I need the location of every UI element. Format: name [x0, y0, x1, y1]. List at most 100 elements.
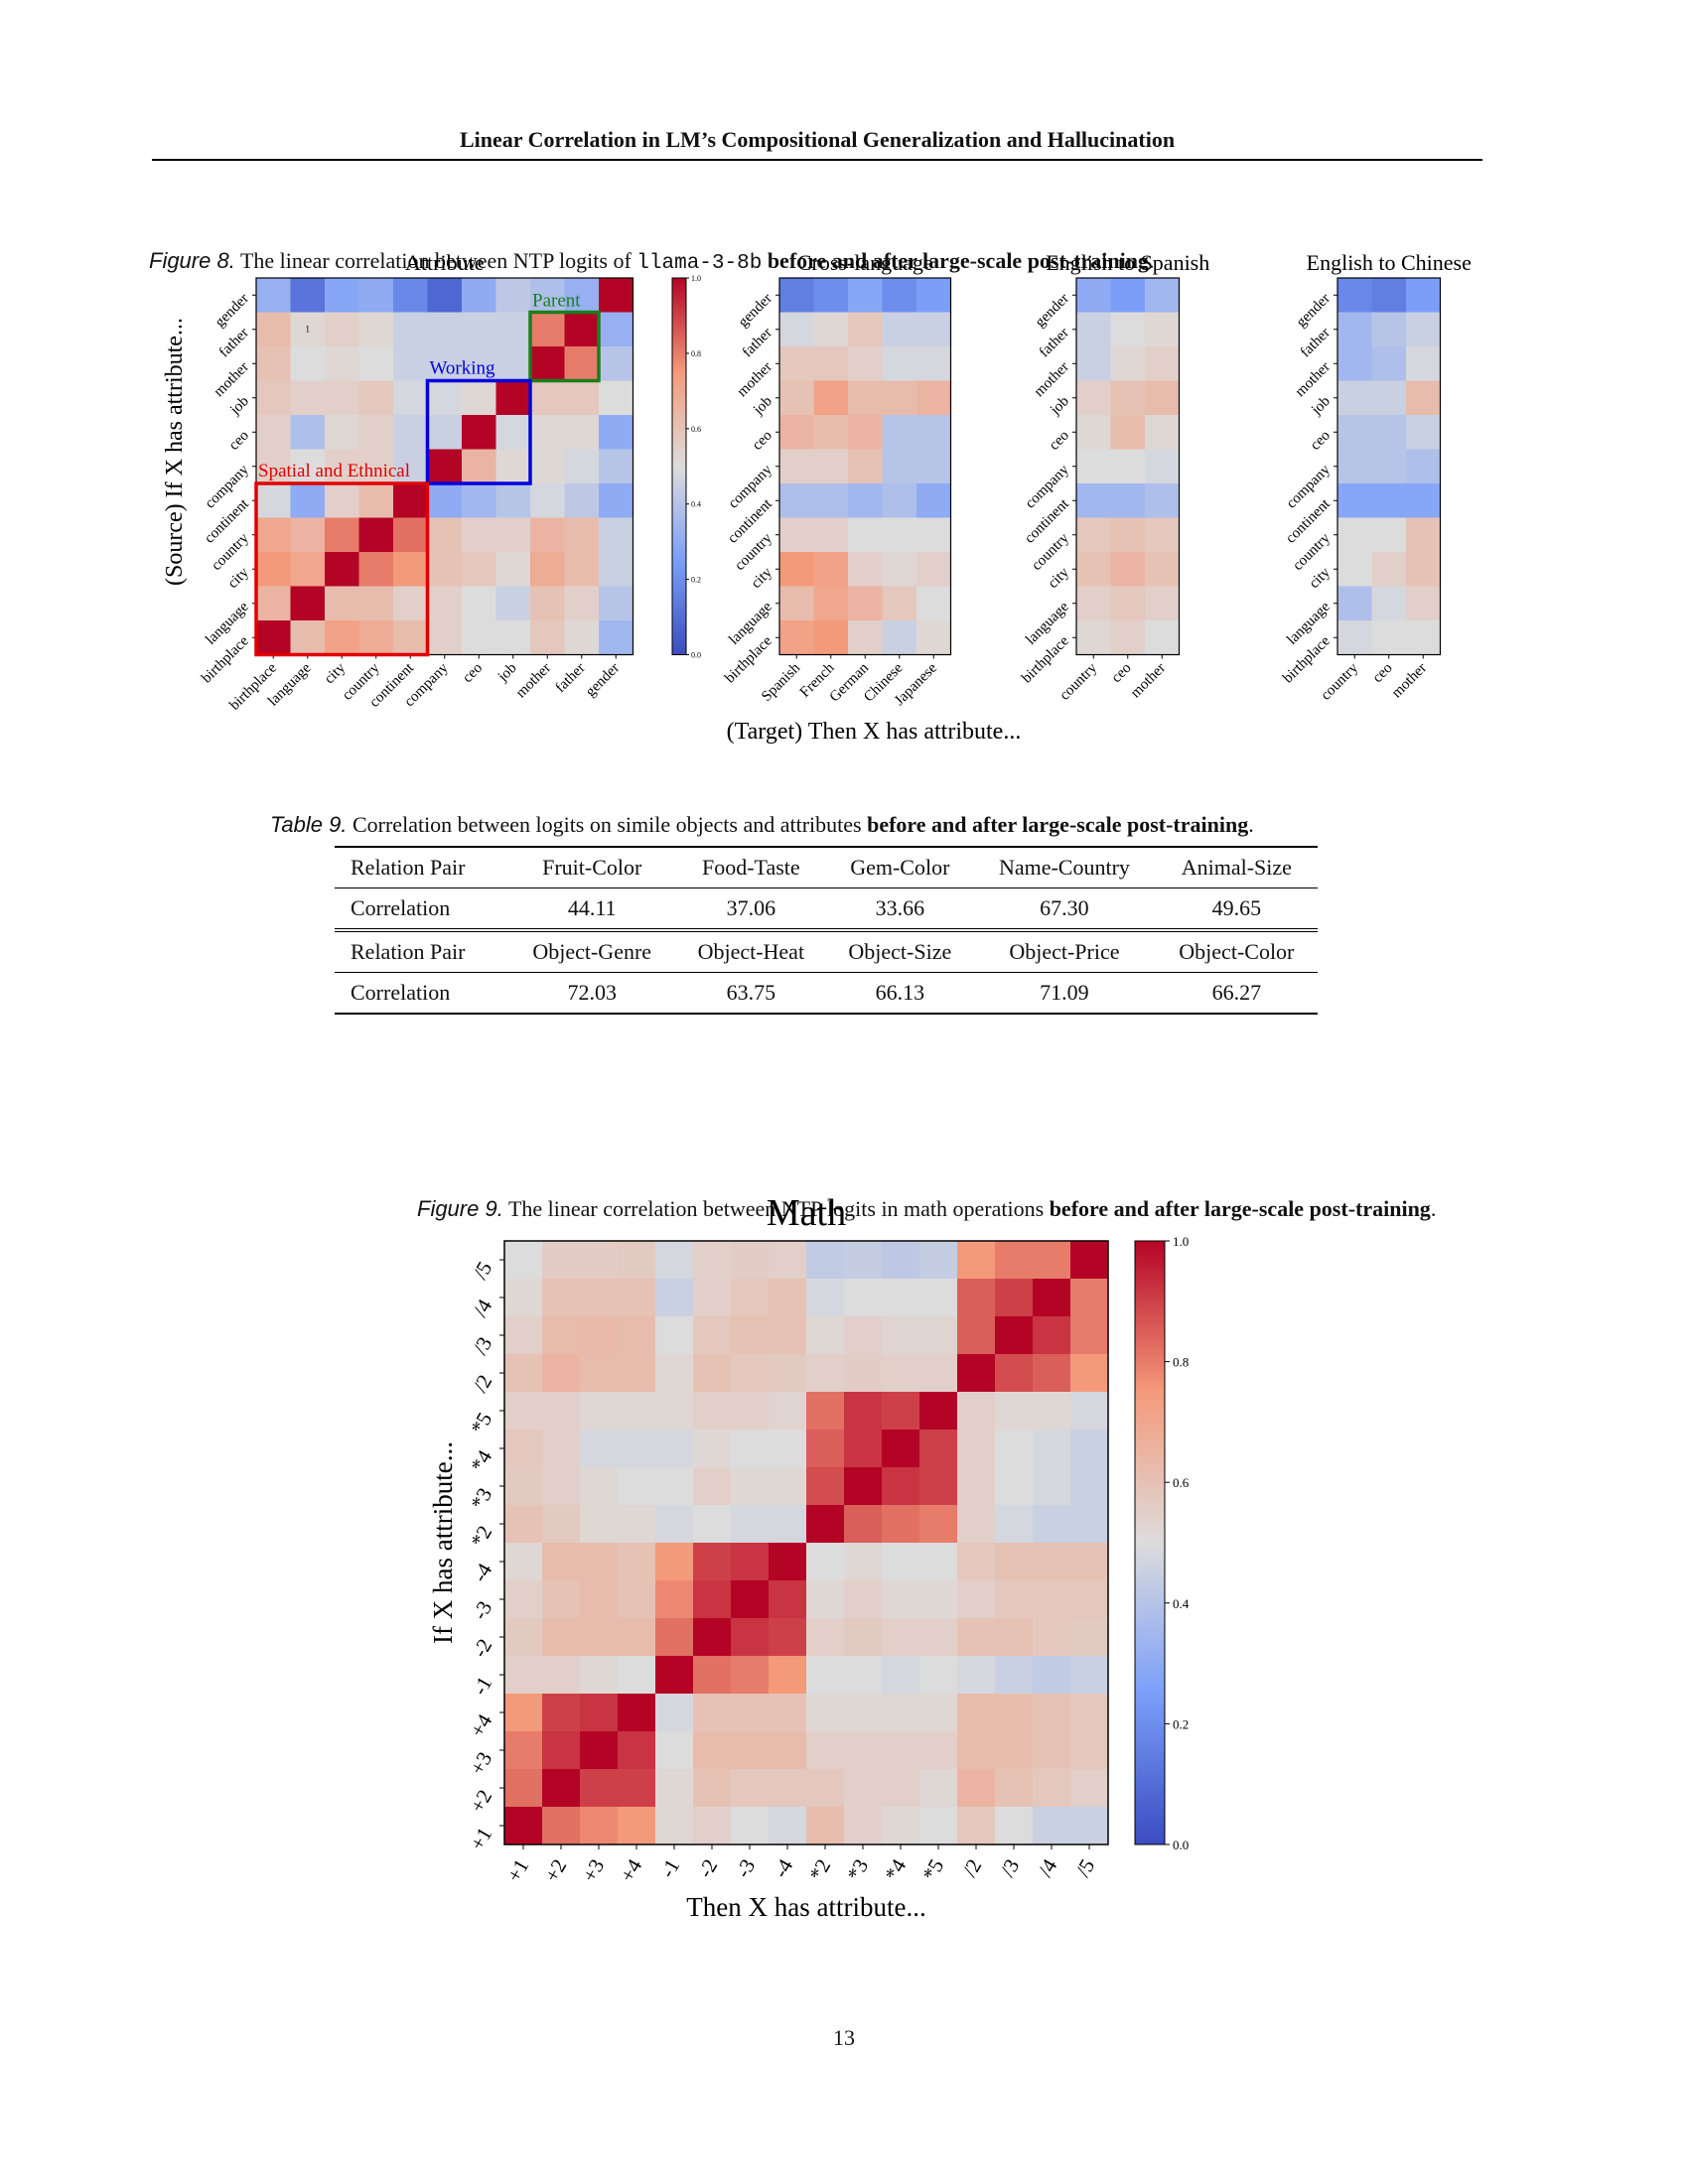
heatmap-cell — [530, 517, 565, 553]
heatmap-cell — [462, 483, 496, 518]
heatmap-cell — [813, 380, 849, 416]
heatmap-cell — [806, 1430, 845, 1468]
heatmap-cell — [1145, 586, 1180, 621]
row-tick-label: -3 — [468, 1597, 497, 1624]
heatmap-cell — [919, 1505, 958, 1544]
row-tick-label: gender — [212, 291, 252, 331]
heatmap-cell — [564, 586, 600, 621]
heatmap-cell — [599, 483, 633, 518]
heatmap-cell — [882, 312, 917, 347]
panel-title: English to Spanish — [1046, 250, 1209, 275]
table-header-row: Relation Pair Fruit-Color Food-Taste Gem… — [335, 846, 1318, 888]
heatmap-cell — [655, 1543, 694, 1581]
col-tick-label: mother — [1128, 660, 1169, 701]
heatmap-cell — [358, 312, 394, 347]
heatmap-cell — [618, 1354, 656, 1393]
heatmap-cell — [530, 586, 565, 621]
heatmap-cell — [806, 1279, 845, 1317]
heatmap-cell — [731, 1618, 770, 1657]
row-tick-label: *4 — [466, 1445, 497, 1476]
col-tick-label: *5 — [917, 1855, 948, 1885]
heatmap-cell — [731, 1807, 770, 1845]
figure-8-caption-bold: before and after large-scale post-traini… — [767, 248, 1149, 273]
row-tick-label: +4 — [465, 1709, 496, 1741]
heatmap-cell — [916, 552, 951, 587]
heatmap-cell — [844, 1543, 883, 1581]
heatmap-cell — [693, 1241, 732, 1280]
heatmap-cell — [325, 346, 359, 381]
heatmap-cell — [542, 1656, 581, 1695]
heatmap-cell — [806, 1505, 845, 1544]
heatmap-cell — [916, 483, 951, 518]
heatmap-cell — [427, 346, 463, 381]
heatmap-cell — [957, 1769, 996, 1808]
heatmap-cell — [564, 620, 600, 655]
heatmap-cell — [995, 1505, 1034, 1544]
heatmap-cell — [995, 1807, 1034, 1845]
heatmap-cell — [848, 517, 883, 553]
heatmap-cell — [580, 1731, 619, 1770]
heatmap-cell — [844, 1694, 883, 1732]
heatmap-cell — [530, 552, 565, 587]
heatmap-cell — [504, 1279, 543, 1317]
heatmap-cell — [919, 1316, 958, 1355]
heatmap-cell — [290, 312, 326, 347]
heatmap-cell — [542, 1731, 581, 1770]
heatmap-cell — [462, 312, 496, 347]
row-tick-label: ceo — [1308, 428, 1334, 454]
heatmap-cell — [256, 483, 291, 518]
heatmap-cell — [504, 1656, 543, 1695]
row-tick-label: job — [750, 393, 775, 419]
colorbar-tick-label: 0.6 — [1173, 1475, 1190, 1490]
heatmap-cell — [618, 1279, 656, 1317]
table-row-label: Correlation — [351, 895, 451, 920]
heatmap-cell — [806, 1354, 845, 1393]
heatmap-cell — [844, 1392, 883, 1431]
heatmap-cell — [1406, 380, 1441, 416]
heatmap-cell — [599, 586, 633, 621]
heatmap-cell — [1070, 1807, 1109, 1845]
heatmap-cell — [693, 1316, 732, 1355]
heatmap-cell — [655, 1618, 694, 1657]
heatmap-cell — [358, 415, 394, 450]
heatmap-cell — [882, 1279, 920, 1317]
heatmap-cell — [325, 586, 359, 621]
heatmap-cell — [580, 1694, 619, 1732]
heatmap-cell — [1110, 278, 1146, 313]
heatmap-cell — [580, 1769, 619, 1808]
heatmap-cell — [995, 1656, 1034, 1695]
heatmap-cell — [769, 1430, 807, 1468]
heatmap-cell — [957, 1618, 996, 1657]
col-tick-label: /3 — [995, 1855, 1024, 1881]
heatmap-cell — [1076, 483, 1111, 518]
heatmap-cell — [779, 346, 814, 381]
heatmap-cell — [731, 1430, 770, 1468]
heatmap-cell — [290, 278, 326, 313]
heatmap-cell — [325, 620, 359, 655]
row-tick-label: city — [1046, 564, 1073, 592]
heatmap-cell — [731, 1467, 770, 1506]
heatmap-cell — [618, 1467, 656, 1506]
heatmap-cell — [325, 449, 359, 484]
table-cell: 66.13 — [826, 972, 974, 1015]
heatmap-cell — [1337, 415, 1372, 450]
heatmap-cell — [580, 1354, 619, 1393]
heatmap-cell — [844, 1618, 883, 1657]
heatmap-cell — [995, 1694, 1034, 1732]
heatmap-cell — [848, 552, 883, 587]
heatmap-cell — [542, 1430, 581, 1468]
heatmap-cell — [693, 1618, 732, 1657]
heatmap-cell — [1337, 449, 1372, 484]
heatmap-cell — [806, 1316, 845, 1355]
heatmap-cell — [655, 1731, 694, 1770]
colorbar-tick-label: 0.4 — [1173, 1596, 1190, 1611]
heatmap-cell — [844, 1769, 883, 1808]
heatmap-cell — [530, 620, 565, 655]
heatmap-cell — [256, 380, 291, 416]
heatmap-cell — [1033, 1731, 1071, 1770]
heatmap-cell — [882, 1392, 920, 1431]
colorbar-tick-label: 0.2 — [691, 576, 701, 585]
heatmap-cell — [1145, 620, 1180, 655]
heatmap-cell — [882, 449, 917, 484]
row-tick-label: mother — [211, 359, 251, 400]
